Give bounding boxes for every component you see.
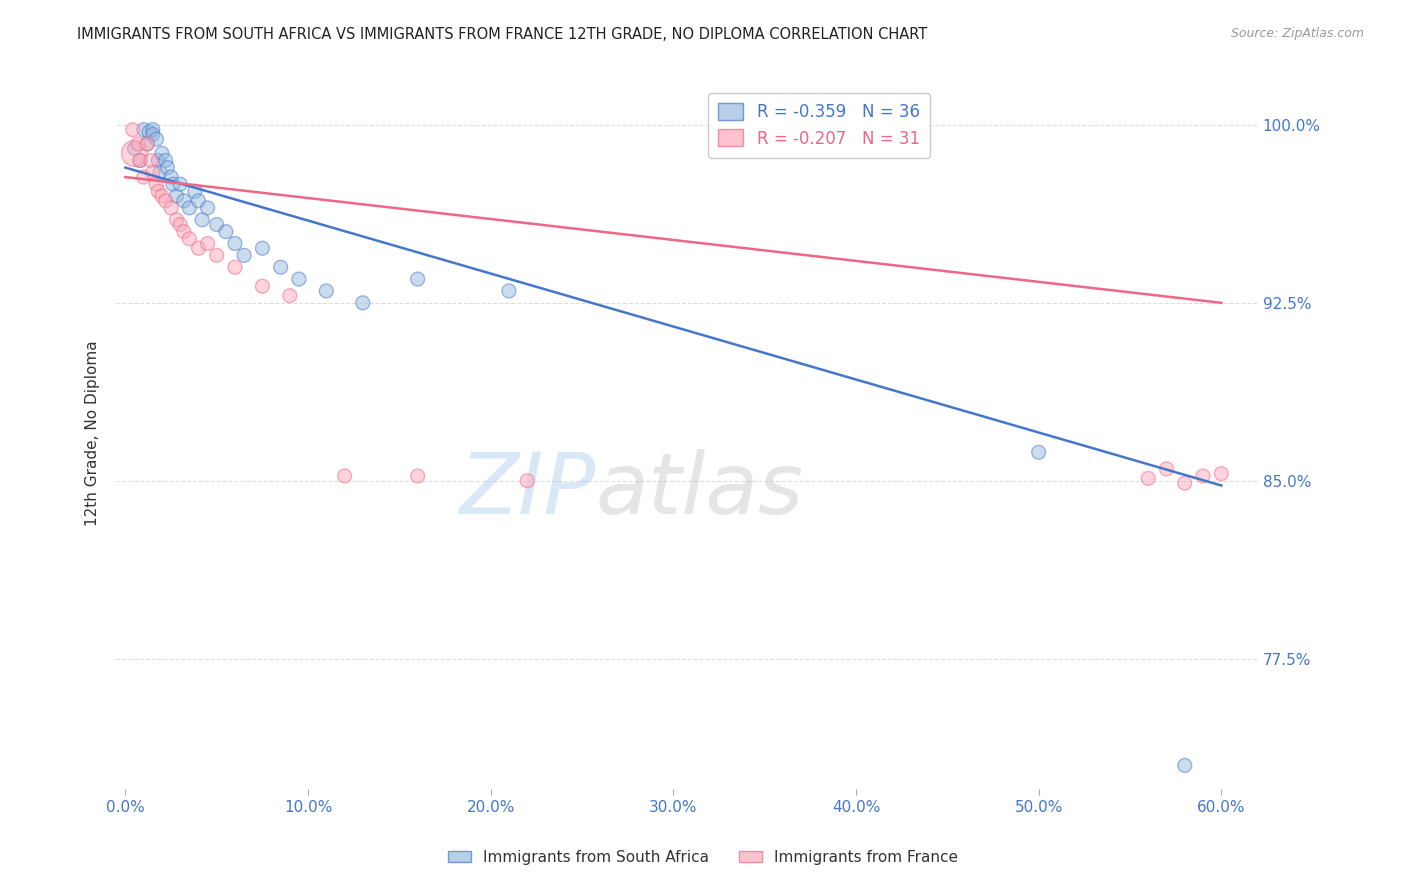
Point [1156,462,1178,476]
Point [197,201,219,215]
Text: Source: ZipAtlas.com: Source: ZipAtlas.com [1230,27,1364,40]
Point [233,248,256,262]
Point [160,170,183,185]
Point [166,189,188,203]
Point [197,236,219,251]
Point [215,225,238,239]
Point [138,125,160,139]
Point [142,165,165,179]
Point [1137,471,1160,485]
Point [145,177,167,191]
Y-axis label: 12th Grade, No Diploma: 12th Grade, No Diploma [86,341,100,526]
Point [252,241,274,255]
Point [1028,445,1050,459]
Point [145,132,167,146]
Point [124,146,146,161]
Point [129,153,152,168]
Point [166,212,188,227]
Point [148,153,170,168]
Point [1174,476,1197,491]
Point [191,212,214,227]
Point [333,469,356,483]
Point [406,272,429,286]
Point [169,218,191,232]
Point [179,232,201,246]
Point [205,248,228,262]
Legend: R = -0.359   N = 36, R = -0.207   N = 31: R = -0.359 N = 36, R = -0.207 N = 31 [709,93,929,158]
Point [278,288,301,302]
Point [162,177,184,191]
Point [124,142,146,156]
Point [224,236,246,251]
Point [156,161,179,175]
Point [150,146,173,161]
Point [142,128,165,142]
Point [139,153,162,168]
Point [150,189,173,203]
Point [1174,758,1197,772]
Point [288,272,311,286]
Point [184,184,207,198]
Point [132,170,155,185]
Point [270,260,292,275]
Point [132,122,155,136]
Point [129,153,152,168]
Point [179,201,201,215]
Legend: Immigrants from South Africa, Immigrants from France: Immigrants from South Africa, Immigrants… [441,844,965,871]
Text: ZIP: ZIP [460,449,596,532]
Text: atlas: atlas [596,449,804,532]
Point [187,194,209,208]
Point [149,165,172,179]
Point [352,295,374,310]
Point [169,177,191,191]
Point [142,122,165,136]
Point [155,194,177,208]
Point [224,260,246,275]
Point [187,241,209,255]
Point [136,136,159,151]
Point [498,284,520,298]
Point [155,153,177,168]
Point [173,225,195,239]
Point [252,279,274,293]
Point [1211,467,1233,481]
Point [136,136,159,151]
Point [121,122,143,136]
Point [173,194,195,208]
Point [315,284,337,298]
Text: IMMIGRANTS FROM SOUTH AFRICA VS IMMIGRANTS FROM FRANCE 12TH GRADE, NO DIPLOMA CO: IMMIGRANTS FROM SOUTH AFRICA VS IMMIGRAN… [77,27,928,42]
Point [160,201,183,215]
Point [406,469,429,483]
Point [148,184,170,198]
Point [1192,469,1215,483]
Point [127,136,149,151]
Point [205,218,228,232]
Point [516,474,538,488]
